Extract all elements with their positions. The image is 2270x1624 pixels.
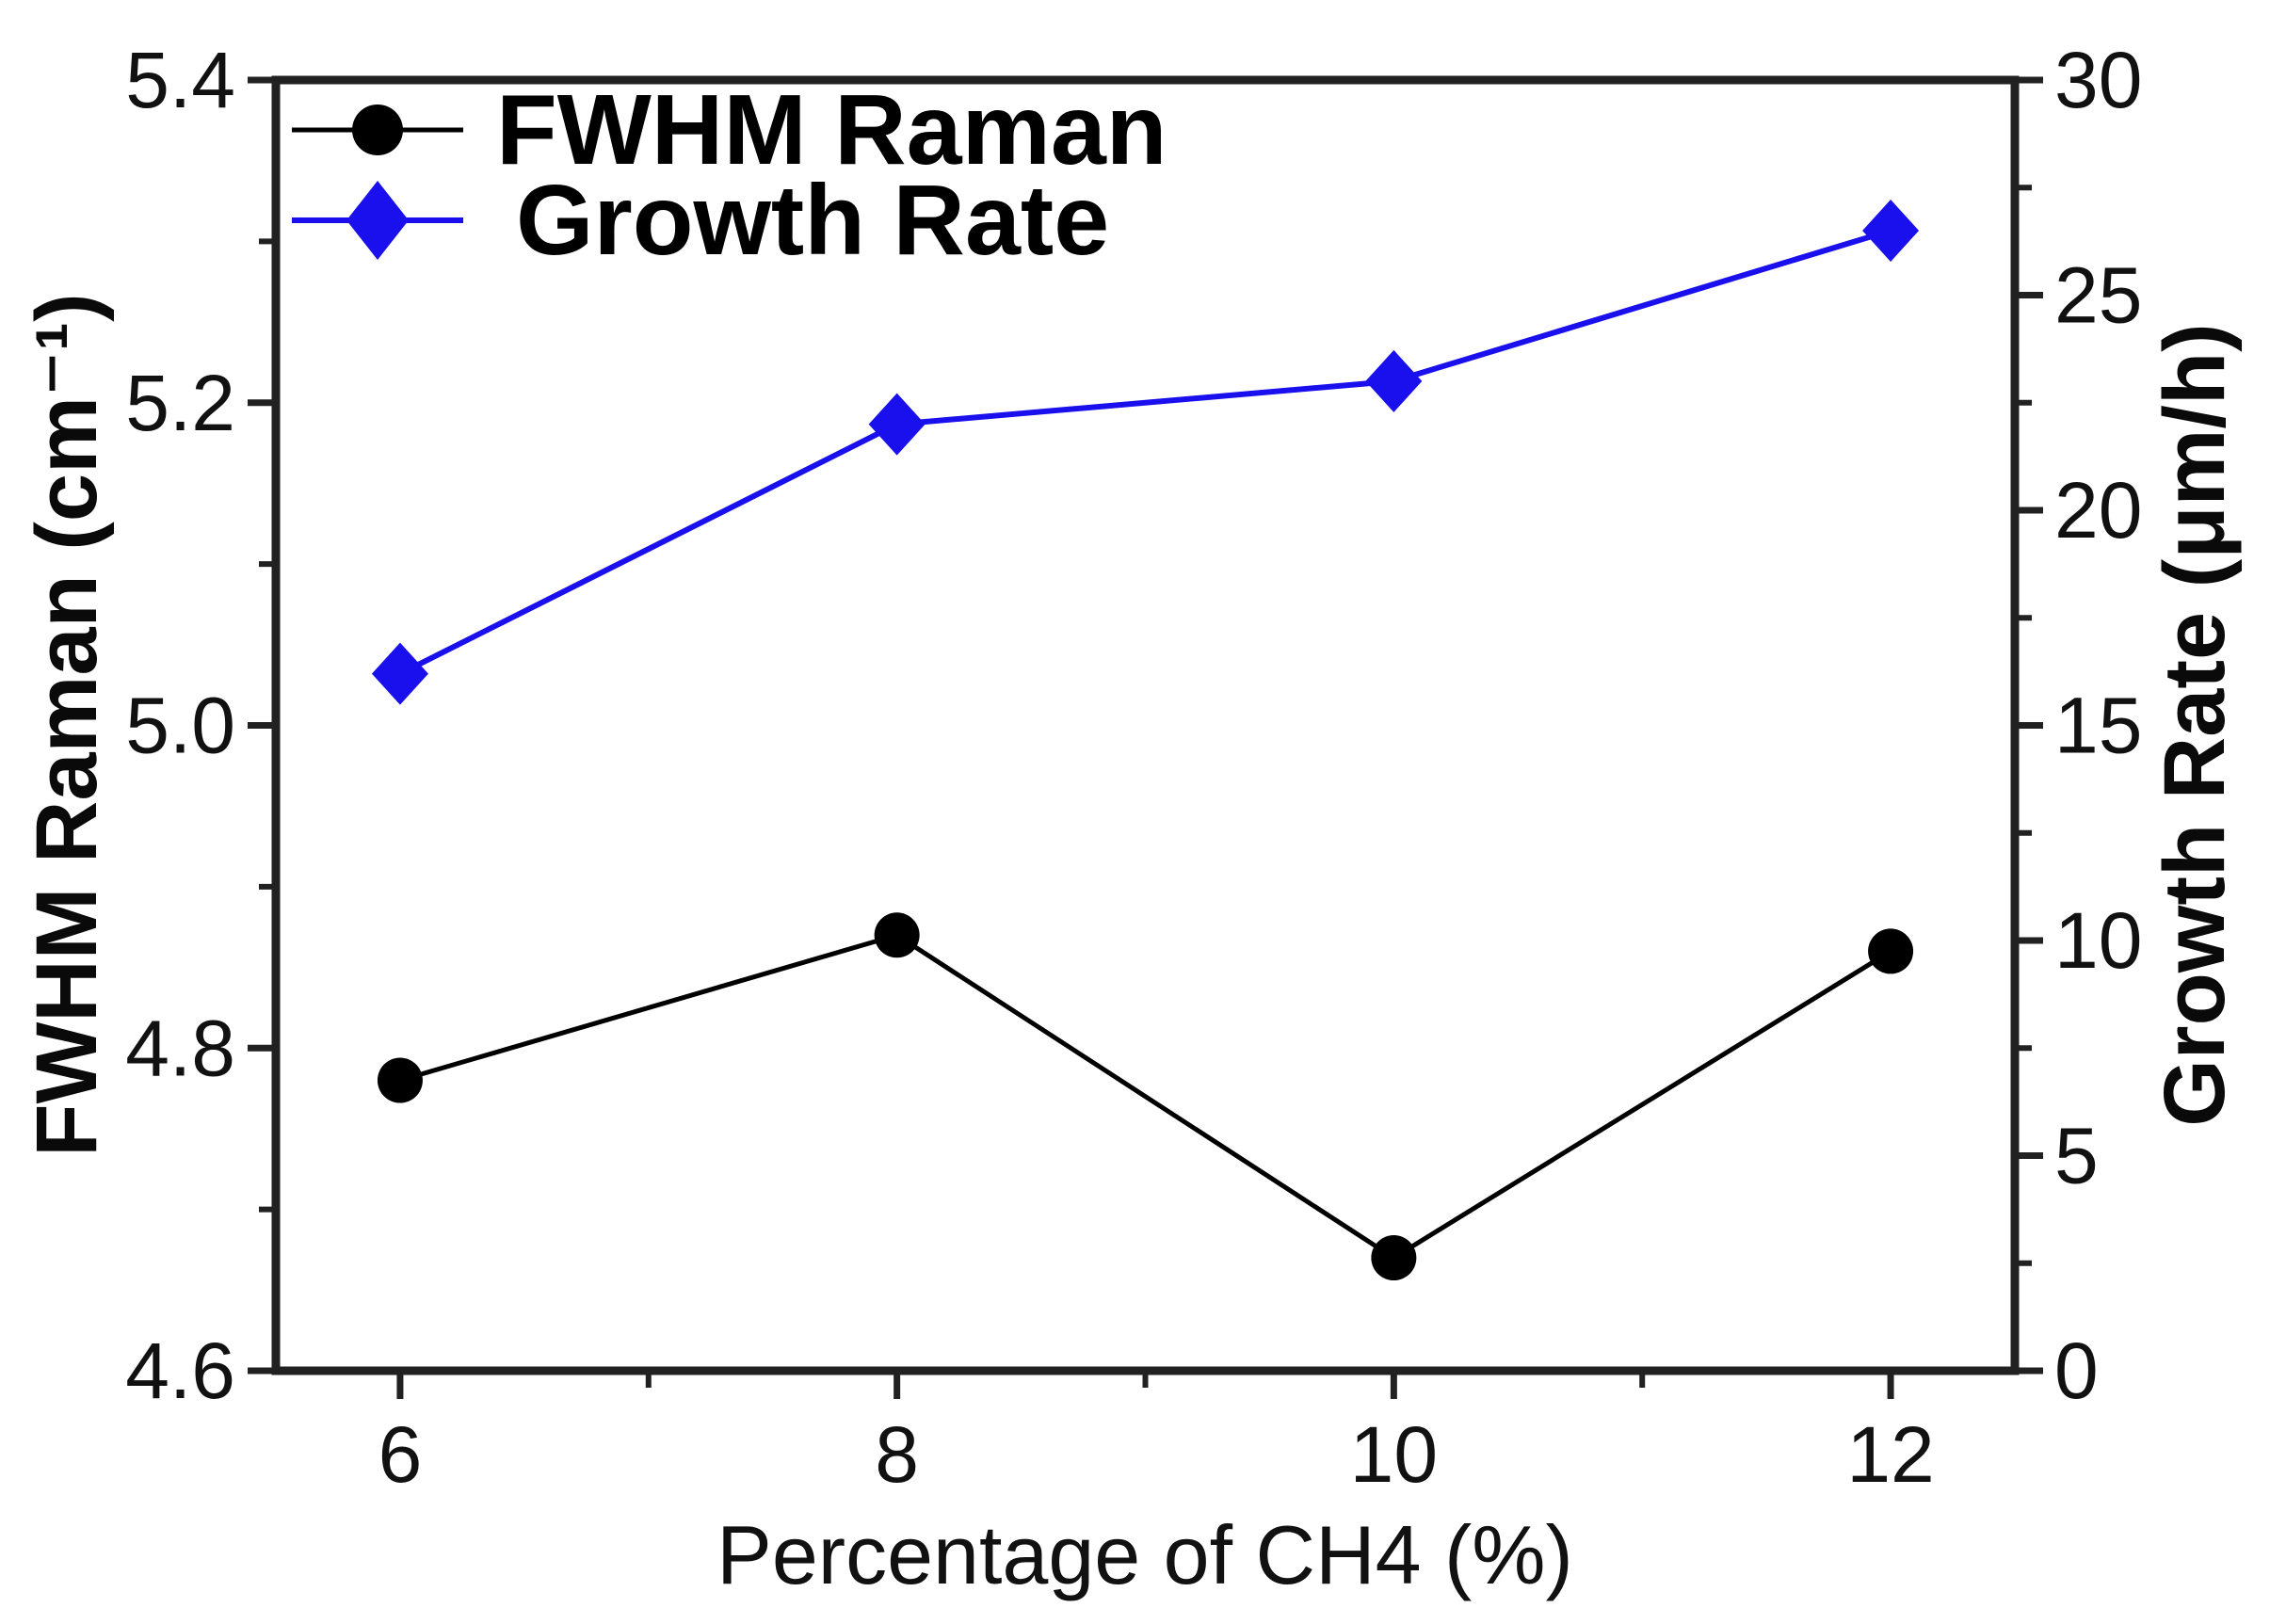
right-tick-label: 10: [2054, 896, 2142, 985]
data-point-growth-rate-x12: [1862, 199, 1920, 262]
legend-label-growth-rate: Growth Rate: [516, 165, 1109, 276]
data-point-growth-rate-x8: [868, 393, 926, 456]
axis-ticks-layer: 6 8 10 12 5.4 5.2 5.0 4.8 4.6 30 25 20 15 10 5 0: [125, 36, 2142, 1499]
right-tick-label: 15: [2054, 682, 2142, 770]
left-tick-label: 4.6: [125, 1327, 235, 1415]
data-point-growth-rate-x10: [1365, 349, 1423, 412]
series-layer: [371, 199, 1920, 1281]
left-tick-label: 5.4: [125, 36, 235, 124]
series-line-fwhm-raman: [399, 932, 1892, 1261]
x-tick-label: 10: [1350, 1410, 1438, 1499]
legend-circle-marker: [352, 105, 403, 155]
right-tick-label: 30: [2054, 36, 2142, 124]
data-point-growth-rate-x6: [371, 642, 428, 705]
data-point-fwhm-raman-x12: [1868, 928, 1914, 974]
left-tick-label: 5.0: [125, 682, 235, 770]
data-point-fwhm-raman-x10: [1371, 1235, 1417, 1281]
x-tick-label: 12: [1846, 1410, 1934, 1499]
right-y-axis-title: Growth Rate (μm/h): [2147, 323, 2243, 1127]
left-tick-label: 5.2: [125, 359, 235, 447]
left-y-axis-title: FWHM Raman (cm⁻¹): [19, 293, 115, 1156]
legend: FWHM Raman Growth Rate: [292, 74, 1167, 276]
right-tick-label: 25: [2054, 251, 2142, 340]
legend-entry-fwhm-raman: FWHM Raman: [292, 74, 1167, 185]
series-line-growth-rate: [398, 228, 1892, 677]
legend-entry-growth-rate: Growth Rate: [292, 165, 1109, 276]
x-tick-label: 6: [378, 1410, 423, 1499]
plot-frame: [271, 75, 2020, 1375]
data-point-fwhm-raman-x8: [874, 912, 920, 958]
legend-diamond-marker: [346, 181, 409, 260]
right-tick-label: 20: [2054, 466, 2142, 555]
legend-label-fwhm-raman: FWHM Raman: [496, 74, 1167, 185]
right-tick-label: 5: [2054, 1112, 2099, 1200]
data-point-fwhm-raman-x6: [377, 1057, 423, 1103]
x-axis-title: Percentage of CH4 (%): [716, 1508, 1573, 1601]
left-tick-label: 4.8: [125, 1004, 235, 1092]
right-tick-label: 0: [2054, 1327, 2099, 1415]
x-tick-label: 8: [875, 1410, 919, 1499]
